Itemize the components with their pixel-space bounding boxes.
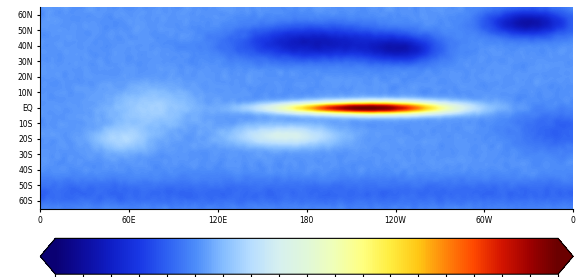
PathPatch shape: [558, 238, 573, 274]
PathPatch shape: [40, 238, 55, 274]
